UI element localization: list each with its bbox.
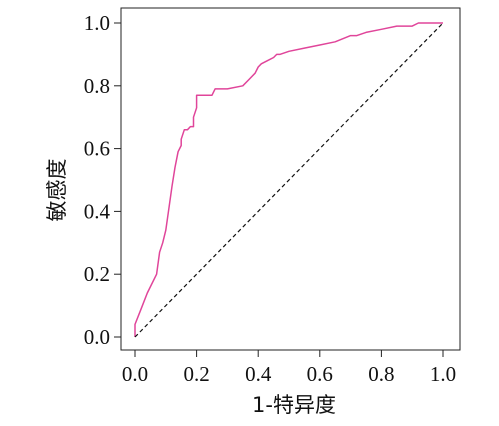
x-axis: 0.0 0.2 0.4 0.6 0.8 1.0 <box>122 350 456 386</box>
y-tick-label: 0.2 <box>84 262 110 286</box>
x-axis-title: 1-特异度 <box>252 393 336 417</box>
y-tick-label: 1.0 <box>84 11 110 35</box>
reference-diagonal-line <box>134 22 444 338</box>
y-axis-title: 敏感度 <box>45 159 69 222</box>
x-tick-label: 0.0 <box>122 362 148 386</box>
plot-frame <box>120 7 461 351</box>
y-tick-label: 0.8 <box>84 74 110 98</box>
x-tick-label: 0.2 <box>183 362 209 386</box>
x-tick-label: 0.8 <box>368 362 394 386</box>
y-tick-label: 0.6 <box>84 137 110 161</box>
y-tick-label: 0.0 <box>84 325 110 349</box>
x-tick-label: 0.6 <box>307 362 333 386</box>
y-axis: 0.0 0.2 0.4 0.6 0.8 1.0 <box>84 11 121 349</box>
x-tick-label: 0.4 <box>245 362 272 386</box>
x-tick-label: 1.0 <box>430 362 456 386</box>
roc-curve-line <box>134 22 443 337</box>
series-layer <box>134 22 444 338</box>
y-tick-label: 0.4 <box>84 199 111 223</box>
